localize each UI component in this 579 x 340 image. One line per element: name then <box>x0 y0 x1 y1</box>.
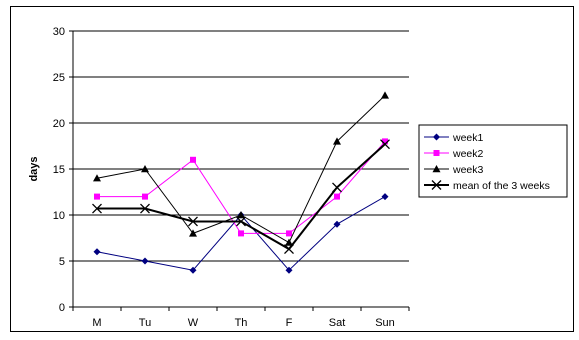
data-point-s1-W <box>190 156 196 163</box>
data-point-s3-Sun <box>380 139 390 150</box>
y-tick-label-10: 10 <box>53 210 65 222</box>
y-tick-label-5: 5 <box>59 256 65 268</box>
data-point-s2-F <box>285 238 293 246</box>
data-point-s2-W <box>189 229 197 237</box>
data-point-s0-W <box>189 266 197 274</box>
data-point-s2-Sun <box>381 91 389 99</box>
data-point-s0-F <box>285 266 293 274</box>
y-tick-label-30: 30 <box>53 26 65 38</box>
data-point-s2-Tu <box>141 165 149 173</box>
plot-area: 0 5 10 15 20 25 30 M Tu W Th F Sat Sun <box>53 26 410 329</box>
data-point-s0-Tu <box>141 257 149 265</box>
legend-marker-3 <box>431 180 442 190</box>
chart-frame: 0 5 10 15 20 25 30 M Tu W Th F Sat Sun days week1 week… <box>10 6 574 332</box>
data-point-s1-Sat <box>334 193 340 200</box>
data-point-s2-M <box>93 174 101 182</box>
legend-marker-2 <box>432 165 441 173</box>
legend-label-1: week2 <box>452 148 484 160</box>
data-point-s0-Sun <box>381 193 389 201</box>
data-point-s0-Sat <box>333 220 341 228</box>
data-point-s1-M <box>94 193 100 200</box>
data-point-s3-Sat <box>332 182 342 193</box>
legend-marker-1 <box>433 150 440 156</box>
y-tick-label-15: 15 <box>53 164 65 176</box>
y-tick-label-20: 20 <box>53 118 65 130</box>
y-axis-title: days <box>28 156 40 181</box>
x-tick-label-Th: Th <box>235 317 248 329</box>
data-point-s1-Th <box>238 230 244 237</box>
x-tick-label-Sun: Sun <box>375 317 395 329</box>
legend-marker-0 <box>433 133 440 141</box>
y-tick-label-25: 25 <box>53 72 65 84</box>
y-tick-label-0: 0 <box>59 302 65 314</box>
data-point-s2-Sat <box>333 137 341 145</box>
x-tick-label-M: M <box>92 317 101 329</box>
legend-label-0: week1 <box>452 132 484 144</box>
series-line-1 <box>97 141 386 234</box>
x-tick-label-Tu: Tu <box>139 317 151 329</box>
x-tick-label-W: W <box>188 317 199 329</box>
x-tick-label-F: F <box>286 317 293 329</box>
data-point-s3-M <box>92 203 102 214</box>
data-point-s1-F <box>286 230 292 237</box>
legend: week1 week2 week3 mean of the 3 weeks <box>418 124 568 198</box>
data-point-s1-Sun <box>382 138 388 145</box>
data-point-s2-Th <box>237 211 245 219</box>
data-point-s0-M <box>93 248 101 256</box>
data-point-s3-F <box>284 244 294 254</box>
legend-label-3: mean of the 3 weeks <box>453 180 550 192</box>
data-point-s3-Tu <box>140 203 150 214</box>
x-tick-label-Sat: Sat <box>329 317 346 329</box>
data-point-s1-Tu <box>142 193 148 200</box>
data-point-s3-Th <box>236 216 246 227</box>
data-point-s3-W <box>188 216 198 227</box>
legend-label-2: week3 <box>452 164 484 176</box>
